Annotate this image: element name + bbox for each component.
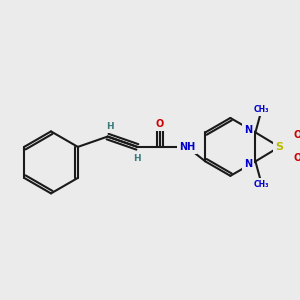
Text: N: N [244,125,252,135]
Text: O: O [294,154,300,164]
Text: N: N [244,159,252,169]
Text: NH: NH [179,142,195,152]
Text: H: H [106,122,113,131]
Text: CH₃: CH₃ [254,105,269,114]
Text: H: H [134,154,141,163]
Text: O: O [156,119,164,129]
Text: O: O [294,130,300,140]
Text: CH₃: CH₃ [254,180,269,189]
Text: S: S [275,142,284,152]
